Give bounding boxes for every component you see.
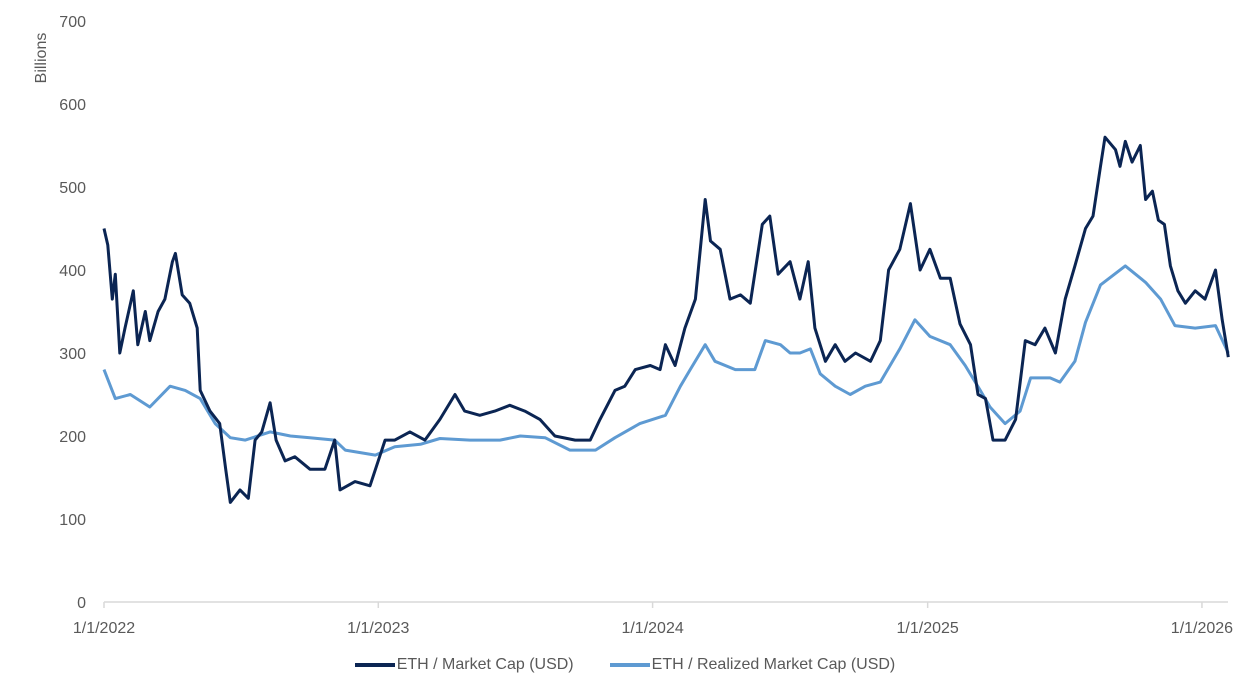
y-tick-label: 400 bbox=[59, 263, 86, 280]
legend-label-market-cap: ETH / Market Cap (USD) bbox=[396, 656, 574, 673]
x-tick-label: 1/1/2025 bbox=[897, 620, 959, 637]
x-tick-label: 1/1/2023 bbox=[347, 620, 409, 637]
y-tick-label: 100 bbox=[59, 512, 86, 529]
y-tick-label: 600 bbox=[59, 97, 86, 114]
legend-label-realized-market-cap: ETH / Realized Market Cap (USD) bbox=[651, 656, 896, 673]
x-tick-label: 1/1/2026 bbox=[1171, 620, 1233, 637]
series-line-market-cap bbox=[102, 135, 1230, 504]
y-tick-label: 300 bbox=[59, 346, 86, 363]
legend-swatch-realized-market-cap bbox=[609, 663, 650, 667]
y-tick-label: 0 bbox=[77, 595, 86, 612]
legend-item-market-cap: ETH / Market Cap (USD) bbox=[354, 656, 574, 674]
legend-swatch-market-cap bbox=[354, 663, 395, 667]
series-line-realized-market-cap bbox=[102, 264, 1230, 457]
y-tick-label: 700 bbox=[59, 14, 86, 31]
line-chart: Billions 0 100 200 300 400 500 600 700 1/1/2022… bbox=[33, 14, 1233, 637]
x-tick-label: 1/1/2024 bbox=[621, 620, 683, 637]
x-tick-label: 1/1/2022 bbox=[73, 620, 135, 637]
y-axis-label: Billions bbox=[33, 33, 50, 84]
legend: ETH / Market Cap (USD) ETH / Realized Ma… bbox=[0, 656, 1250, 674]
y-tick-label: 500 bbox=[59, 180, 86, 197]
y-tick-label: 200 bbox=[59, 429, 86, 446]
legend-item-realized-market-cap: ETH / Realized Market Cap (USD) bbox=[609, 656, 896, 674]
